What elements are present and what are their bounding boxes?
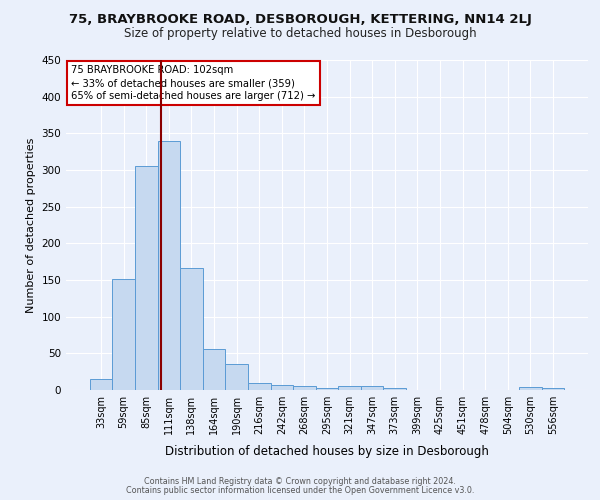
Bar <box>90 379 112 390</box>
Bar <box>293 386 316 390</box>
Bar <box>248 382 271 390</box>
Text: Contains HM Land Registry data © Crown copyright and database right 2024.: Contains HM Land Registry data © Crown c… <box>144 477 456 486</box>
X-axis label: Distribution of detached houses by size in Desborough: Distribution of detached houses by size … <box>165 446 489 458</box>
Bar <box>338 386 361 390</box>
Bar <box>203 349 226 390</box>
Bar <box>226 364 248 390</box>
Bar <box>316 388 338 390</box>
Bar <box>271 385 293 390</box>
Text: 75 BRAYBROOKE ROAD: 102sqm
← 33% of detached houses are smaller (359)
65% of sem: 75 BRAYBROOKE ROAD: 102sqm ← 33% of deta… <box>71 65 316 102</box>
Bar <box>519 387 542 390</box>
Bar <box>180 268 203 390</box>
Bar <box>112 278 135 390</box>
Text: 75, BRAYBROOKE ROAD, DESBOROUGH, KETTERING, NN14 2LJ: 75, BRAYBROOKE ROAD, DESBOROUGH, KETTERI… <box>68 12 532 26</box>
Bar <box>158 140 180 390</box>
Text: Contains public sector information licensed under the Open Government Licence v3: Contains public sector information licen… <box>126 486 474 495</box>
Bar <box>383 388 406 390</box>
Bar <box>135 166 158 390</box>
Bar <box>542 388 564 390</box>
Text: Size of property relative to detached houses in Desborough: Size of property relative to detached ho… <box>124 28 476 40</box>
Bar <box>361 386 383 390</box>
Y-axis label: Number of detached properties: Number of detached properties <box>26 138 36 312</box>
